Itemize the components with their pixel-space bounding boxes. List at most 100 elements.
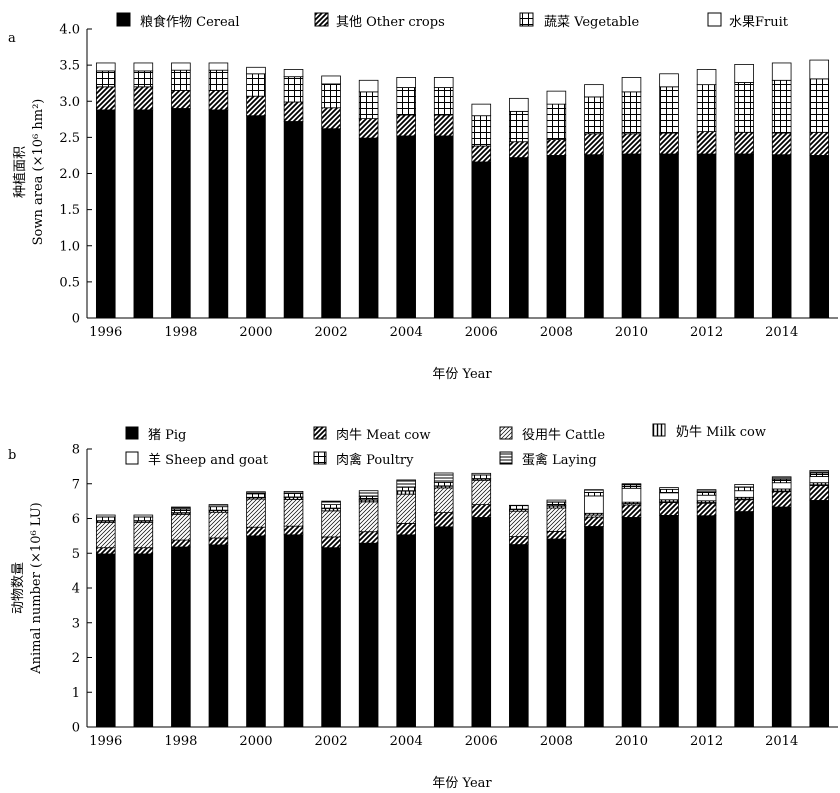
panel-b-bar-meat-cow-1999 [208, 537, 229, 546]
panel-a-bar-other-crops-2013 [734, 131, 754, 155]
panel-a-bar-vegetable-1996 [95, 70, 116, 88]
panel-b-bar-pig-2008 [546, 538, 567, 728]
panel-b-bar-laying-2015 [809, 470, 830, 474]
legend-fruit-swatch [707, 12, 722, 27]
panel-a-y-tick-label: 1.5 [59, 203, 80, 218]
panel-a-bar-other-crops-2002 [321, 107, 341, 130]
legend-fruit-item: 水果Fruit [707, 12, 789, 30]
panel-a-bar-other-crops-2003 [358, 118, 379, 139]
panel-a-bar-cereal-2009 [584, 154, 604, 319]
panel-b-bar-meat-cow-2014 [771, 491, 792, 508]
panel-b-bar-poultry-2002 [321, 504, 341, 509]
panel-b-bar-meat-cow-2003 [358, 531, 379, 544]
panel-b-bar-meat-cow-2008 [546, 530, 567, 540]
panel-b-y-tick-label: 0 [72, 721, 80, 736]
panel-a-legend: 粮食作物 Cereal 其他 Other crops 蔬菜 Vegetable … [116, 12, 789, 30]
panel-a-bar-vegetable-1997 [133, 70, 154, 88]
panel-a-bar-cereal-2003 [358, 137, 379, 319]
panel-b-bar-meat-cow-2012 [696, 502, 717, 517]
legend-cereal-swatch [116, 12, 131, 27]
panel-b-bar-laying-2010 [621, 483, 642, 486]
panel-b-bar-cattle-1996 [95, 521, 116, 549]
legend-poultry-label: 肉禽 Poultry [336, 452, 414, 468]
panel-a-y-tick-label: 4.0 [59, 23, 80, 38]
panel-b-bar-poultry-2009 [584, 492, 604, 497]
panel-b-bar-meat-cow-2002 [321, 536, 341, 549]
panel-b-x-tick-label: 2000 [239, 734, 272, 749]
panel-b-bar-pig-2015 [809, 500, 830, 728]
legend-milk-cow-label: 奶牛 Milk cow [676, 425, 766, 440]
panel-b-label: b [8, 448, 16, 463]
panel-b-x-tick-label: 2004 [390, 734, 423, 749]
panel-a-bar-vegetable-2000 [246, 73, 266, 97]
panel-b-bar-pig-2006 [471, 517, 492, 728]
legend-sheep-goat-item: 羊 Sheep and goat [125, 451, 269, 468]
panel-a-x-tick-label: 2000 [239, 325, 272, 340]
panel-a-bar-cereal-1999 [208, 109, 229, 319]
legend-other-crops-swatch [314, 12, 329, 27]
panel-b-bar-laying-2004 [396, 479, 416, 488]
panel-a-bar-other-crops-2007 [509, 141, 529, 159]
panel-b-bar-poultry-2013 [734, 486, 754, 492]
panel-b-legend: 猪 Pig 肉牛 Meat cow 役用牛 Cattle 奶牛 Milk cow… [125, 423, 766, 468]
panel-b-bar-cattle-1997 [133, 521, 154, 549]
panel-a-bar-fruit-2005 [433, 77, 454, 88]
panel-a-bar-vegetable-2006 [471, 115, 492, 147]
panel-b-bar-cattle-2001 [283, 498, 304, 527]
panel-b-bar-meat-cow-2000 [246, 526, 266, 537]
panel-a-bar-vegetable-2015 [809, 78, 830, 133]
legend-pig-item: 猪 Pig [125, 426, 186, 443]
panel-b-bar-sheep-and-goat-2015 [809, 476, 830, 484]
legend-cattle-label: 役用牛 Cattle [522, 428, 605, 443]
panel-b-bar-meat-cow-2011 [659, 502, 679, 516]
panel-a-y-tick-label: 0.5 [59, 275, 80, 290]
panel-a-bar-fruit-2002 [321, 75, 341, 85]
panel-b-bar-cattle-2006 [471, 479, 492, 505]
panel-a-x-tick-label: 2004 [390, 325, 423, 340]
legend-fruit-label: 水果Fruit [729, 15, 789, 30]
panel-b-bar-meat-cow-2004 [396, 522, 416, 536]
panel-b-y-tick-label: 3 [72, 616, 80, 631]
panel-b-ylabel-en: Animal number (×10⁶ LU) [29, 502, 44, 675]
panel-b-bar-pig-2011 [659, 514, 679, 728]
panel-b-bar-sheep-and-goat-2010 [621, 487, 642, 503]
panel-a-bar-fruit-2007 [509, 97, 529, 112]
panel-b-x-tick-label: 2002 [315, 734, 348, 749]
legend-other-crops-label: 其他 Other crops [336, 15, 445, 30]
panel-a-bar-other-crops-2008 [546, 139, 567, 156]
panel-b-bar-pig-2013 [734, 511, 754, 728]
panel-a-bar-fruit-1999 [208, 62, 229, 71]
panel-b-y-tick-label: 8 [72, 443, 80, 458]
panel-b-bar-laying-2000 [246, 491, 266, 495]
panel-a-bar-fruit-2015 [809, 59, 830, 80]
panel-a-bar-cereal-2005 [433, 135, 454, 319]
panel-b-bar-laying-2003 [358, 490, 379, 497]
legend-milk-cow-swatch [652, 423, 666, 437]
panel-a-bar-fruit-2004 [396, 77, 416, 88]
panel-b-bar-laying-2009 [584, 489, 604, 493]
panel-a-bar-fruit-1997 [133, 62, 154, 72]
panel-a-bar-cereal-2000 [246, 115, 266, 319]
panel-a-bar-vegetable-2010 [621, 91, 642, 135]
panel-a-bar-other-crops-2014 [771, 132, 792, 156]
panel-a-bar-fruit-2001 [283, 69, 304, 78]
legend-vegetable-item: 蔬菜 Vegetable [519, 12, 639, 30]
panel-a-bar-fruit-2011 [659, 73, 679, 88]
legend-cattle-swatch [499, 426, 513, 440]
panel-b-bar-meat-cow-2013 [734, 499, 754, 512]
panel-b-bar-meat-cow-1996 [95, 547, 116, 555]
panel-b-bar-poultry-2005 [433, 481, 454, 487]
panel-b-bar-meat-cow-2007 [509, 536, 529, 545]
panel-a-bar-fruit-2006 [471, 103, 492, 117]
panel-a-bar-vegetable-1999 [208, 69, 229, 91]
panel-a-bar-vegetable-2009 [584, 96, 604, 135]
panel-b-bar-poultry-2003 [358, 495, 379, 501]
legend-cereal-item: 粮食作物 Cereal [116, 12, 240, 30]
panel-a-x-tick-label: 2006 [465, 325, 498, 340]
panel-b-bar-poultry-2001 [283, 493, 304, 498]
panel-b-bar-pig-1998 [171, 546, 191, 728]
panel-a-bar-cereal-2015 [809, 155, 830, 319]
panel-b-bar-meat-cow-2005 [433, 512, 454, 528]
panel-a-bar-vegetable-2011 [659, 86, 679, 134]
panel-b-bar-poultry-1999 [208, 506, 229, 511]
